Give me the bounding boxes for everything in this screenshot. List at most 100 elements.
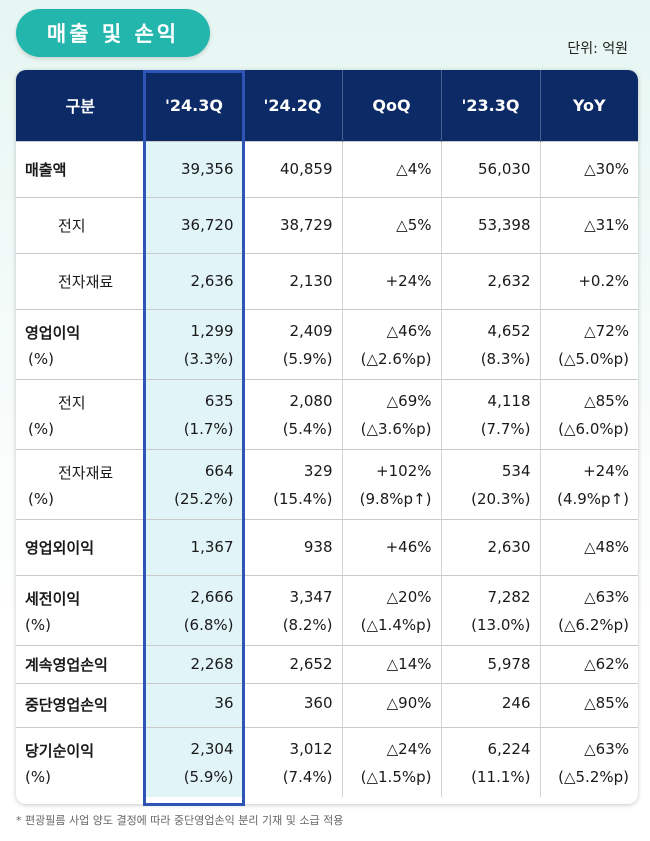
row-label: 전지 (16, 196, 146, 253)
table-row-discontinued-ops: 중단영업손익 36 360 △90% 246 △85% (16, 682, 638, 727)
row-label: (%) (16, 763, 146, 797)
cell-value: △62% (540, 644, 638, 683)
cell-value: (7.7%) (441, 415, 541, 449)
cell-value: +0.2% (540, 252, 638, 309)
cell-value: 2,632 (441, 252, 541, 309)
cell-value: △31% (540, 196, 638, 253)
header-24-3q: '24.3Q (145, 70, 244, 141)
table-header-row: 구분 '24.3Q '24.2Q QoQ '23.3Q YoY (16, 70, 638, 141)
row-label: (%) (16, 345, 146, 379)
cell-value: 3,347 (243, 574, 343, 611)
cell-value: (11.1%) (441, 763, 541, 797)
cell-value: △69% (342, 378, 442, 415)
table-row-net-margin: (%) (5.9%) (7.4%) (△1.5%p) (11.1%) (△5.2… (16, 763, 638, 797)
cell-value: (4.9%p↑) (557, 490, 629, 508)
cell-value: 938 (243, 518, 343, 575)
cell-value: (13.0%) (441, 611, 541, 645)
cell-value: △20% (342, 574, 442, 611)
row-label: 계속영업손익 (16, 644, 146, 683)
cell-value: △30% (540, 140, 638, 197)
cell-value: +24% (540, 448, 638, 485)
cell-value: (5.4%) (243, 415, 343, 449)
cell-value: (9.8%p↑) (342, 485, 442, 519)
header-yoy: YoY (540, 70, 638, 141)
cell-value: 6,224 (441, 726, 541, 763)
cell-value: +102% (342, 448, 442, 485)
row-label: 중단영업손익 (16, 682, 146, 727)
cell-value: 2,409 (243, 308, 343, 345)
cell-value: 53,398 (441, 196, 541, 253)
header-24-2q: '24.2Q (243, 70, 343, 141)
row-label: 영업이익 (16, 308, 146, 345)
table-row-battery-op: 전지 635 2,080 △69% 4,118 △85% (16, 378, 638, 415)
cell-value: (△5.2%p) (558, 768, 629, 786)
cell-value: +46% (342, 518, 442, 575)
cell-value: 2,268 (145, 644, 244, 683)
cell-value: 246 (441, 682, 541, 727)
header-category: 구분 (16, 70, 146, 141)
cell-value: 329 (243, 448, 343, 485)
table-row-battery-revenue: 전지 36,720 38,729 △5% 53,398 △31% (16, 196, 638, 253)
cell-value: 534 (441, 448, 541, 485)
cell-value: 4,652 (441, 308, 541, 345)
row-label: 영업외이익 (16, 518, 146, 575)
cell-value: (20.3%) (441, 485, 541, 519)
row-label: 전자재료 (16, 448, 146, 485)
table-row-pretax-margin: (%) (6.8%) (8.2%) (△1.4%p) (13.0%) (△6.2… (16, 611, 638, 645)
row-label: 전지 (16, 378, 146, 415)
financial-table-card: 구분 '24.3Q '24.2Q QoQ '23.3Q YoY 매출액 39,3… (16, 70, 638, 804)
cell-value: △14% (342, 644, 442, 683)
table-row-materials-op: 전자재료 664 329 +102% 534 +24% (16, 448, 638, 485)
cell-value: 360 (243, 682, 343, 727)
cell-value: 7,282 (441, 574, 541, 611)
row-label: (%) (16, 415, 146, 449)
cell-value: △90% (342, 682, 442, 727)
cell-value: 2,666 (145, 574, 244, 611)
financial-table: 구분 '24.3Q '24.2Q QoQ '23.3Q YoY 매출액 39,3… (16, 70, 638, 797)
cell-value: 2,304 (145, 726, 244, 763)
table-row-non-operating: 영업외이익 1,367 938 +46% 2,630 △48% (16, 518, 638, 575)
table-row-revenue: 매출액 39,356 40,859 △4% 56,030 △30% (16, 140, 638, 197)
row-label: (%) (16, 485, 146, 519)
cell-value: 4,118 (441, 378, 541, 415)
table-row-net-income: 당기순이익 2,304 3,012 △24% 6,224 △63% (16, 726, 638, 763)
table-row-pretax-profit: 세전이익 2,666 3,347 △20% 7,282 △63% (16, 574, 638, 611)
cell-value: (△2.6%p) (342, 345, 442, 379)
cell-value: 5,978 (441, 644, 541, 683)
cell-value: (8.2%) (243, 611, 343, 645)
cell-value: 40,859 (243, 140, 343, 197)
cell-value: 39,356 (145, 140, 244, 197)
cell-value: 56,030 (441, 140, 541, 197)
section-title: 매출 및 손익 (16, 9, 210, 57)
cell-value: 2,130 (243, 252, 343, 309)
cell-value: 1,367 (145, 518, 244, 575)
table-row-operating-profit: 영업이익 1,299 2,409 △46% 4,652 △72% (16, 308, 638, 345)
table-row-materials-margin: (%) (25.2%) (15.4%) (9.8%p↑) (20.3%) (4.… (16, 485, 638, 519)
cell-value: △63% (540, 726, 638, 763)
cell-value: 2,636 (145, 252, 244, 309)
row-label: 당기순이익 (16, 726, 146, 763)
header-23-3q: '23.3Q (441, 70, 541, 141)
unit-label: 단위: 억원 (567, 41, 628, 57)
footnote: * 편광필름 사업 양도 결정에 따라 중단영업손익 분리 기재 및 소급 적용 (16, 814, 344, 827)
cell-value: △85% (540, 682, 638, 727)
cell-value: 36 (145, 682, 244, 727)
cell-value: +24% (342, 252, 442, 309)
cell-value: (3.3%) (145, 345, 244, 379)
row-label: 세전이익 (16, 574, 146, 611)
cell-value: 2,652 (243, 644, 343, 683)
cell-value: (△1.5%p) (342, 763, 442, 797)
cell-value: △46% (342, 308, 442, 345)
cell-value: (△1.4%p) (342, 611, 442, 645)
cell-value: (△6.0%p) (558, 420, 629, 438)
cell-value: △72% (540, 308, 638, 345)
cell-value: 38,729 (243, 196, 343, 253)
table-row-battery-margin: (%) (1.7%) (5.4%) (△3.6%p) (7.7%) (△6.0%… (16, 415, 638, 449)
cell-value: 36,720 (145, 196, 244, 253)
row-label: 전자재료 (16, 252, 146, 309)
cell-value: 2,630 (441, 518, 541, 575)
cell-value: (7.4%) (243, 763, 343, 797)
row-label: (%) (16, 611, 146, 645)
cell-value: (1.7%) (145, 415, 244, 449)
cell-value: 635 (145, 378, 244, 415)
